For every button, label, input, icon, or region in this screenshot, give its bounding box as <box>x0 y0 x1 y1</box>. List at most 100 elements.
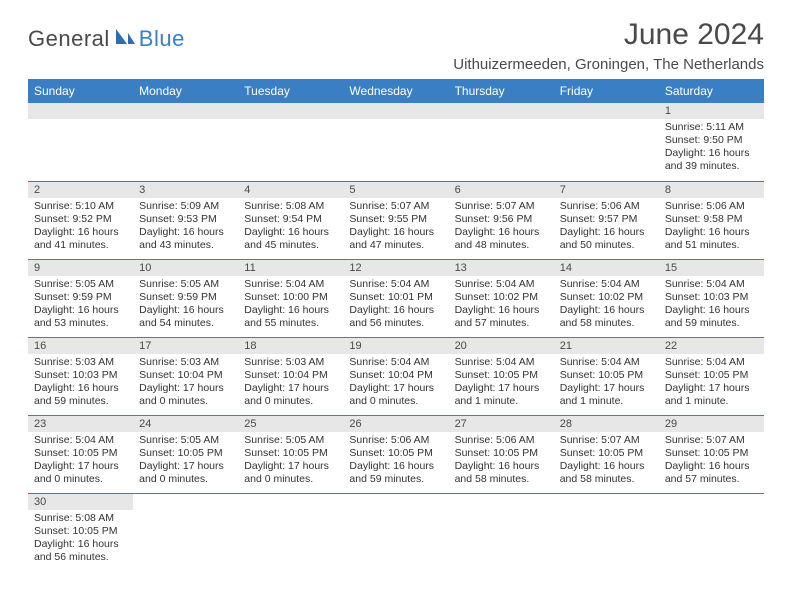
day-number-bar <box>449 103 554 119</box>
calendar-cell: 27Sunrise: 5:06 AMSunset: 10:05 PMDaylig… <box>449 415 554 493</box>
day-number-bar: 27 <box>449 416 554 432</box>
sunset-text: Sunset: 9:58 PM <box>665 213 758 226</box>
calendar-cell: 26Sunrise: 5:06 AMSunset: 10:05 PMDaylig… <box>343 415 448 493</box>
calendar-week: 1Sunrise: 5:11 AMSunset: 9:50 PMDaylight… <box>28 103 764 181</box>
daylight-text: Daylight: 16 hours and 57 minutes. <box>665 460 758 486</box>
calendar-cell <box>554 103 659 181</box>
day-number-bar: 6 <box>449 182 554 198</box>
sunset-text: Sunset: 10:05 PM <box>560 447 653 460</box>
daylight-text: Daylight: 16 hours and 59 minutes. <box>665 304 758 330</box>
day-header: Sunday <box>28 79 133 103</box>
calendar-cell: 28Sunrise: 5:07 AMSunset: 10:05 PMDaylig… <box>554 415 659 493</box>
day-number-bar: 25 <box>238 416 343 432</box>
day-number-bar: 21 <box>554 338 659 354</box>
calendar-cell <box>343 493 448 571</box>
daylight-text: Daylight: 17 hours and 1 minute. <box>455 382 548 408</box>
calendar-cell: 11Sunrise: 5:04 AMSunset: 10:00 PMDaylig… <box>238 259 343 337</box>
daylight-text: Daylight: 16 hours and 43 minutes. <box>139 226 232 252</box>
day-details: Sunrise: 5:05 AMSunset: 9:59 PMDaylight:… <box>28 276 133 334</box>
day-details: Sunrise: 5:06 AMSunset: 9:57 PMDaylight:… <box>554 198 659 256</box>
sunset-text: Sunset: 10:02 PM <box>560 291 653 304</box>
sunrise-text: Sunrise: 5:04 AM <box>349 356 442 369</box>
calendar-cell: 17Sunrise: 5:03 AMSunset: 10:04 PMDaylig… <box>133 337 238 415</box>
calendar-cell: 16Sunrise: 5:03 AMSunset: 10:03 PMDaylig… <box>28 337 133 415</box>
day-details: Sunrise: 5:08 AMSunset: 10:05 PMDaylight… <box>28 510 133 568</box>
calendar-cell: 6Sunrise: 5:07 AMSunset: 9:56 PMDaylight… <box>449 181 554 259</box>
calendar-cell <box>133 103 238 181</box>
day-details: Sunrise: 5:03 AMSunset: 10:04 PMDaylight… <box>133 354 238 412</box>
day-details: Sunrise: 5:07 AMSunset: 10:05 PMDaylight… <box>554 432 659 490</box>
calendar-body: 1Sunrise: 5:11 AMSunset: 9:50 PMDaylight… <box>28 103 764 571</box>
day-number-bar: 8 <box>659 182 764 198</box>
sail-icon <box>114 27 136 52</box>
calendar-week: 16Sunrise: 5:03 AMSunset: 10:03 PMDaylig… <box>28 337 764 415</box>
sunset-text: Sunset: 10:05 PM <box>34 447 127 460</box>
day-number-bar <box>449 494 554 510</box>
sunset-text: Sunset: 10:05 PM <box>244 447 337 460</box>
sunset-text: Sunset: 10:05 PM <box>665 369 758 382</box>
day-number-bar <box>343 103 448 119</box>
calendar-cell: 19Sunrise: 5:04 AMSunset: 10:04 PMDaylig… <box>343 337 448 415</box>
day-details: Sunrise: 5:07 AMSunset: 9:55 PMDaylight:… <box>343 198 448 256</box>
day-details: Sunrise: 5:04 AMSunset: 10:02 PMDaylight… <box>554 276 659 334</box>
sunrise-text: Sunrise: 5:04 AM <box>34 434 127 447</box>
day-number-bar: 23 <box>28 416 133 432</box>
day-number-bar: 4 <box>238 182 343 198</box>
day-details: Sunrise: 5:07 AMSunset: 10:05 PMDaylight… <box>659 432 764 490</box>
logo-text-blue: Blue <box>139 26 185 52</box>
calendar-cell: 24Sunrise: 5:05 AMSunset: 10:05 PMDaylig… <box>133 415 238 493</box>
day-number-bar: 9 <box>28 260 133 276</box>
sunset-text: Sunset: 9:50 PM <box>665 134 758 147</box>
day-number-bar <box>554 494 659 510</box>
sunset-text: Sunset: 10:00 PM <box>244 291 337 304</box>
daylight-text: Daylight: 17 hours and 0 minutes. <box>349 382 442 408</box>
sunrise-text: Sunrise: 5:07 AM <box>560 434 653 447</box>
sunset-text: Sunset: 10:04 PM <box>139 369 232 382</box>
day-details: Sunrise: 5:08 AMSunset: 9:54 PMDaylight:… <box>238 198 343 256</box>
daylight-text: Daylight: 16 hours and 55 minutes. <box>244 304 337 330</box>
sunset-text: Sunset: 10:04 PM <box>349 369 442 382</box>
day-details: Sunrise: 5:04 AMSunset: 10:02 PMDaylight… <box>449 276 554 334</box>
sunset-text: Sunset: 9:52 PM <box>34 213 127 226</box>
sunset-text: Sunset: 9:55 PM <box>349 213 442 226</box>
calendar-cell: 23Sunrise: 5:04 AMSunset: 10:05 PMDaylig… <box>28 415 133 493</box>
sunset-text: Sunset: 9:53 PM <box>139 213 232 226</box>
daylight-text: Daylight: 16 hours and 45 minutes. <box>244 226 337 252</box>
sunrise-text: Sunrise: 5:03 AM <box>244 356 337 369</box>
day-number-bar: 11 <box>238 260 343 276</box>
day-number-bar: 5 <box>343 182 448 198</box>
daylight-text: Daylight: 16 hours and 53 minutes. <box>34 304 127 330</box>
day-details: Sunrise: 5:11 AMSunset: 9:50 PMDaylight:… <box>659 119 764 177</box>
sunrise-text: Sunrise: 5:05 AM <box>34 278 127 291</box>
day-details: Sunrise: 5:04 AMSunset: 10:05 PMDaylight… <box>449 354 554 412</box>
day-number-bar: 16 <box>28 338 133 354</box>
day-details: Sunrise: 5:07 AMSunset: 9:56 PMDaylight:… <box>449 198 554 256</box>
day-details: Sunrise: 5:04 AMSunset: 10:04 PMDaylight… <box>343 354 448 412</box>
calendar-cell: 9Sunrise: 5:05 AMSunset: 9:59 PMDaylight… <box>28 259 133 337</box>
calendar-cell: 15Sunrise: 5:04 AMSunset: 10:03 PMDaylig… <box>659 259 764 337</box>
month-title: June 2024 <box>453 18 764 52</box>
title-block: June 2024 Uithuizermeeden, Groningen, Th… <box>453 18 764 73</box>
calendar-cell: 18Sunrise: 5:03 AMSunset: 10:04 PMDaylig… <box>238 337 343 415</box>
sunset-text: Sunset: 9:57 PM <box>560 213 653 226</box>
calendar-table: SundayMondayTuesdayWednesdayThursdayFrid… <box>28 79 764 571</box>
calendar-cell: 4Sunrise: 5:08 AMSunset: 9:54 PMDaylight… <box>238 181 343 259</box>
calendar-cell: 3Sunrise: 5:09 AMSunset: 9:53 PMDaylight… <box>133 181 238 259</box>
calendar-cell <box>238 493 343 571</box>
sunset-text: Sunset: 10:05 PM <box>455 447 548 460</box>
sunrise-text: Sunrise: 5:03 AM <box>34 356 127 369</box>
daylight-text: Daylight: 16 hours and 41 minutes. <box>34 226 127 252</box>
calendar-cell: 22Sunrise: 5:04 AMSunset: 10:05 PMDaylig… <box>659 337 764 415</box>
day-number-bar: 15 <box>659 260 764 276</box>
daylight-text: Daylight: 16 hours and 59 minutes. <box>349 460 442 486</box>
sunset-text: Sunset: 9:54 PM <box>244 213 337 226</box>
day-number-bar: 13 <box>449 260 554 276</box>
location-text: Uithuizermeeden, Groningen, The Netherla… <box>453 56 764 73</box>
sunrise-text: Sunrise: 5:04 AM <box>665 278 758 291</box>
daylight-text: Daylight: 16 hours and 59 minutes. <box>34 382 127 408</box>
daylight-text: Daylight: 16 hours and 58 minutes. <box>560 304 653 330</box>
sunrise-text: Sunrise: 5:06 AM <box>665 200 758 213</box>
daylight-text: Daylight: 16 hours and 58 minutes. <box>455 460 548 486</box>
daylight-text: Daylight: 16 hours and 56 minutes. <box>34 538 127 564</box>
daylight-text: Daylight: 16 hours and 57 minutes. <box>455 304 548 330</box>
